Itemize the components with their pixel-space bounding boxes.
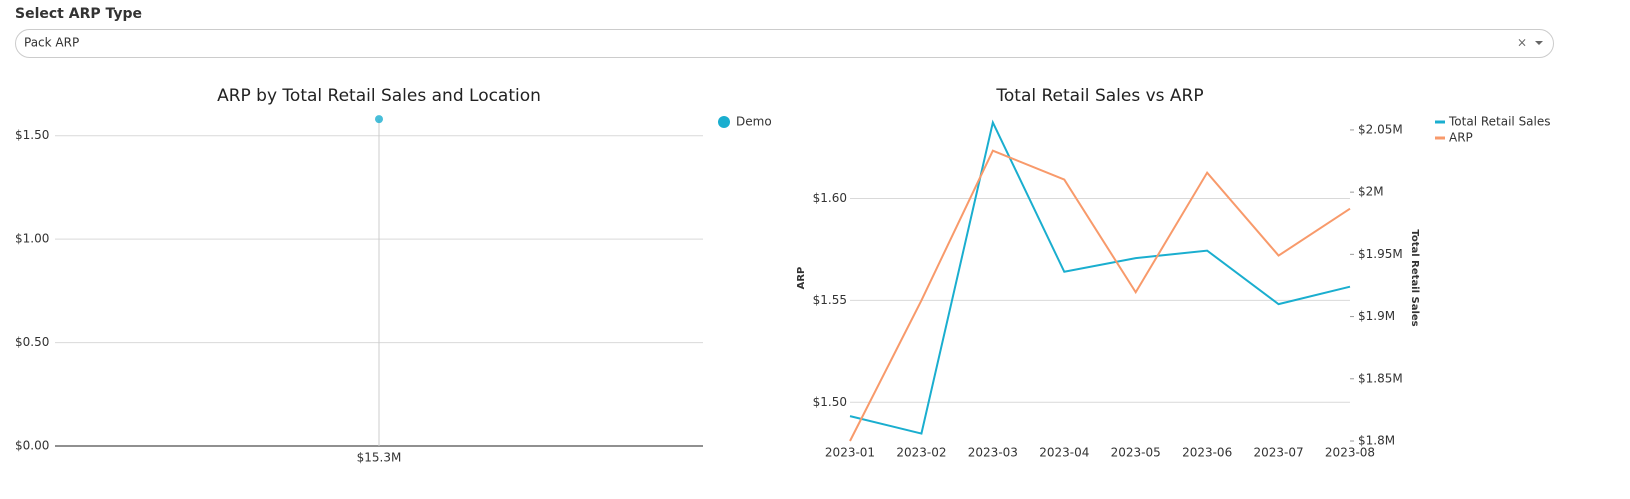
legend-marker bbox=[1435, 136, 1445, 140]
x-tick-label: 2023-04 bbox=[1039, 446, 1089, 460]
y-tick-label: $0.50 bbox=[15, 335, 49, 349]
y-tick-label: $1.00 bbox=[15, 232, 49, 246]
point bbox=[375, 115, 383, 124]
x-tick-label: 2023-05 bbox=[1111, 446, 1161, 460]
y-tick-label: $1.50 bbox=[813, 395, 847, 409]
line bbox=[849, 119, 1351, 435]
x-tick-label: 2023-03 bbox=[968, 446, 1018, 460]
x-tick-label: 2023-08 bbox=[1325, 446, 1375, 460]
chart-title: Total Retail Sales vs ARP bbox=[995, 86, 1203, 106]
chart-title: ARP by Total Retail Sales and Location bbox=[217, 86, 541, 106]
x-tick-label: 2023-01 bbox=[825, 446, 875, 460]
x-tick-label: 2023-07 bbox=[1254, 446, 1304, 460]
y-axis-title: ARP bbox=[796, 267, 807, 290]
x-tick-label: 2023-06 bbox=[1182, 446, 1232, 460]
y-tick-label: $1.55 bbox=[813, 293, 847, 307]
y2-tick-label: $1.9M bbox=[1358, 309, 1395, 323]
y2-tick-label: $1.85M bbox=[1358, 371, 1403, 385]
select-value[interactable]: Pack ARP bbox=[24, 36, 79, 50]
dropdown-arrow[interactable] bbox=[1535, 41, 1543, 45]
y2-tick-label: $1.95M bbox=[1358, 247, 1403, 261]
legend-marker bbox=[1435, 120, 1445, 124]
x-tick-label: 2023-02 bbox=[896, 446, 946, 460]
x-tick-label: $15.3M bbox=[357, 451, 402, 465]
y-tick-label: $1.60 bbox=[813, 191, 847, 205]
y2-tick-label: $2M bbox=[1358, 185, 1384, 199]
legend-label: ARP bbox=[1449, 131, 1473, 145]
legend-label: Demo bbox=[736, 115, 772, 129]
select-box[interactable] bbox=[15, 29, 1554, 58]
legend-marker bbox=[718, 116, 730, 128]
y2-tick-label: $2.05M bbox=[1358, 122, 1403, 136]
select-label: Select ARP Type bbox=[15, 6, 142, 22]
legend-label: Total Retail Sales bbox=[1448, 115, 1551, 129]
clear-icon[interactable]: × bbox=[1517, 36, 1527, 50]
y-tick-label: $0.00 bbox=[15, 439, 49, 453]
y2-tick-label: $1.8M bbox=[1358, 434, 1395, 448]
y2-axis-title: Total Retail Sales bbox=[1409, 229, 1420, 326]
line bbox=[849, 149, 1351, 442]
y-tick-label: $1.50 bbox=[15, 128, 49, 142]
